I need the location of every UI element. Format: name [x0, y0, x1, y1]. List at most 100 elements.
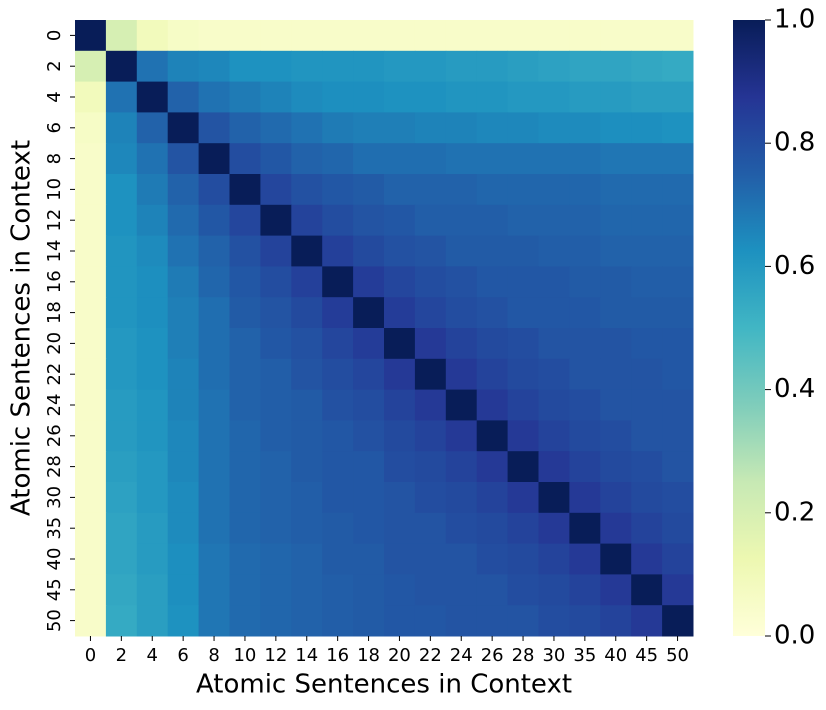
- heatmap-cell: [414, 482, 447, 514]
- x-tick-label: 28: [512, 645, 535, 666]
- heatmap-cell: [136, 143, 169, 175]
- heatmap-cell: [75, 543, 107, 575]
- heatmap-cell: [507, 235, 539, 267]
- heatmap-cell: [384, 112, 416, 144]
- heatmap-cell: [476, 605, 509, 637]
- y-axis-title: Atomic Sentences in Context: [7, 140, 37, 516]
- heatmap-cell: [600, 543, 632, 575]
- heatmap-cell: [569, 328, 601, 360]
- y-tick-label: 12: [44, 209, 65, 232]
- heatmap-cell: [600, 512, 632, 545]
- heatmap-cell: [229, 20, 261, 52]
- heatmap-cell: [384, 358, 416, 391]
- heatmap-cell: [167, 50, 200, 83]
- heatmap-cell: [600, 358, 632, 391]
- heatmap-cell: [445, 50, 478, 83]
- heatmap-cell: [136, 297, 169, 329]
- heatmap-cell: [353, 174, 385, 206]
- heatmap-cell: [384, 512, 416, 545]
- heatmap-cell: [600, 605, 632, 637]
- x-tick-label: 16: [326, 645, 349, 666]
- x-tick-label: 4: [147, 645, 158, 666]
- heatmap-cell: [322, 50, 354, 83]
- heatmap-cell: [445, 112, 478, 144]
- heatmap-cell: [445, 174, 478, 206]
- heatmap-cell: [167, 512, 200, 545]
- heatmap-cell: [105, 512, 138, 545]
- heatmap-cell: [353, 482, 385, 514]
- heatmap-cell: [291, 112, 323, 144]
- heatmap-cell: [75, 389, 107, 421]
- heatmap-cell: [414, 297, 447, 329]
- heatmap-cell: [569, 297, 601, 329]
- heatmap-cell: [75, 235, 107, 267]
- heatmap-cell: [167, 328, 200, 360]
- y-tick-label: 30: [44, 486, 65, 509]
- heatmap-cell: [445, 543, 478, 575]
- heatmap-cell: [538, 482, 570, 514]
- heatmap-cell: [384, 574, 416, 606]
- heatmap-cell: [260, 389, 292, 421]
- heatmap-cell: [105, 420, 138, 452]
- heatmap-cell: [538, 81, 570, 113]
- heatmap-cell: [476, 543, 509, 575]
- x-tick-label: 45: [635, 645, 658, 666]
- heatmap-cell: [414, 512, 447, 545]
- heatmap-cell: [414, 112, 447, 144]
- heatmap-cell: [600, 389, 632, 421]
- y-tick-label: 50: [44, 609, 65, 632]
- heatmap-cell: [476, 174, 509, 206]
- heatmap-cell: [445, 605, 478, 637]
- y-tick-label: 2: [44, 60, 65, 71]
- heatmap-cell: [662, 112, 694, 144]
- heatmap-cell: [631, 605, 663, 637]
- heatmap-cell: [662, 512, 694, 545]
- heatmap-cell: [167, 389, 200, 421]
- heatmap-cell: [662, 482, 694, 514]
- heatmap-cell: [167, 482, 200, 514]
- heatmap-cell: [662, 297, 694, 329]
- heatmap-cell: [569, 512, 601, 545]
- heatmap-cell: [75, 297, 107, 329]
- heatmap-cell: [476, 20, 509, 52]
- heatmap-cell: [600, 266, 632, 298]
- heatmap-cell: [322, 81, 354, 113]
- heatmap-cell: [136, 389, 169, 421]
- heatmap-cell: [75, 20, 107, 52]
- heatmap-cell: [291, 389, 323, 421]
- heatmap-cell: [414, 50, 447, 83]
- heatmap-cell: [662, 143, 694, 175]
- heatmap-cell: [569, 235, 601, 267]
- heatmap-cell: [569, 50, 601, 83]
- heatmap-cell: [538, 50, 570, 83]
- heatmap-cell: [198, 174, 230, 206]
- heatmap-cell: [167, 174, 200, 206]
- heatmap-cell: [167, 20, 200, 52]
- heatmap-cell: [353, 574, 385, 606]
- heatmap-cell: [322, 235, 354, 267]
- heatmap-cell: [136, 420, 169, 452]
- heatmap-cell: [476, 143, 509, 175]
- heatmap-cell: [600, 297, 632, 329]
- heatmap-cell: [507, 204, 539, 237]
- heatmap-cell: [631, 451, 663, 483]
- y-tick-label: 22: [44, 363, 65, 386]
- heatmap-cell: [291, 512, 323, 545]
- heatmap-cell: [538, 420, 570, 452]
- heatmap-cell: [291, 420, 323, 452]
- heatmap-cell: [105, 112, 138, 144]
- heatmap-cell: [384, 543, 416, 575]
- heatmap-cell: [662, 420, 694, 452]
- heatmap-cell: [384, 50, 416, 83]
- heatmap-cell: [384, 20, 416, 52]
- heatmap-cell: [476, 482, 509, 514]
- heatmap-cell: [538, 235, 570, 267]
- heatmap-cell: [662, 328, 694, 360]
- y-tick-label: 4: [44, 91, 65, 102]
- y-tick-label: 28: [44, 455, 65, 478]
- heatmap-cell: [229, 204, 261, 237]
- heatmap-cell: [353, 297, 385, 329]
- heatmap-cell: [136, 204, 169, 237]
- heatmap-cell: [507, 389, 539, 421]
- heatmap-cell: [291, 174, 323, 206]
